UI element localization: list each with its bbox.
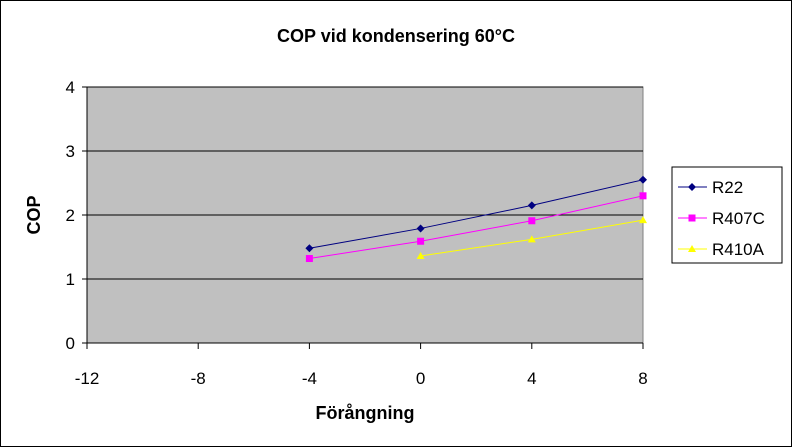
cop-line-chart: COP vid kondensering 60°C 0 1 2 3 4 -12 -8 -4 0… — [0, 0, 792, 447]
x-tick-label-1: -8 — [191, 369, 206, 388]
data-point-r407c-0 — [306, 255, 313, 262]
chart-title: COP vid kondensering 60°C — [277, 26, 515, 46]
data-point-r407c-1 — [417, 238, 424, 245]
legend-label-r22: R22 — [712, 178, 743, 197]
legend-marker-r407c — [689, 215, 696, 222]
legend-label-r407c: R407C — [712, 209, 765, 228]
x-tick-label-5: 8 — [638, 369, 647, 388]
legend: R22 R407C R410A — [672, 167, 782, 263]
y-axis-label: COP — [24, 195, 44, 234]
x-tick-label-3: 0 — [416, 369, 425, 388]
y-tick-label-4: 4 — [66, 78, 75, 97]
y-tick-label-0: 0 — [66, 334, 75, 353]
y-tick-label-1: 1 — [66, 270, 75, 289]
x-tick-label-2: -4 — [302, 369, 317, 388]
x-axis-label: Förångning — [316, 403, 415, 423]
x-tick-label-0: -12 — [75, 369, 100, 388]
x-tick-label-4: 4 — [527, 369, 536, 388]
data-point-r407c-3 — [640, 192, 647, 199]
y-tick-label-3: 3 — [66, 142, 75, 161]
data-point-r407c-2 — [528, 217, 535, 224]
legend-label-r410a: R410A — [712, 240, 765, 259]
y-tick-label-2: 2 — [66, 206, 75, 225]
